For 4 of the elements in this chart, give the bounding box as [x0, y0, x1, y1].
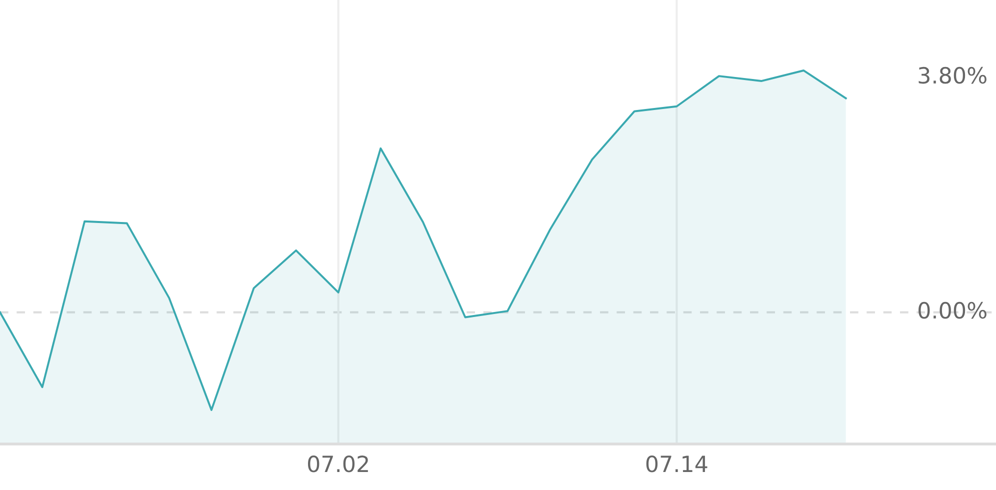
- x-tick-label: 07.02: [308, 456, 368, 472]
- y-tick-label: 0.00%: [918, 302, 986, 319]
- x-tick-label: 07.14: [646, 456, 708, 472]
- y-tick-label: 3.80%: [918, 66, 986, 84]
